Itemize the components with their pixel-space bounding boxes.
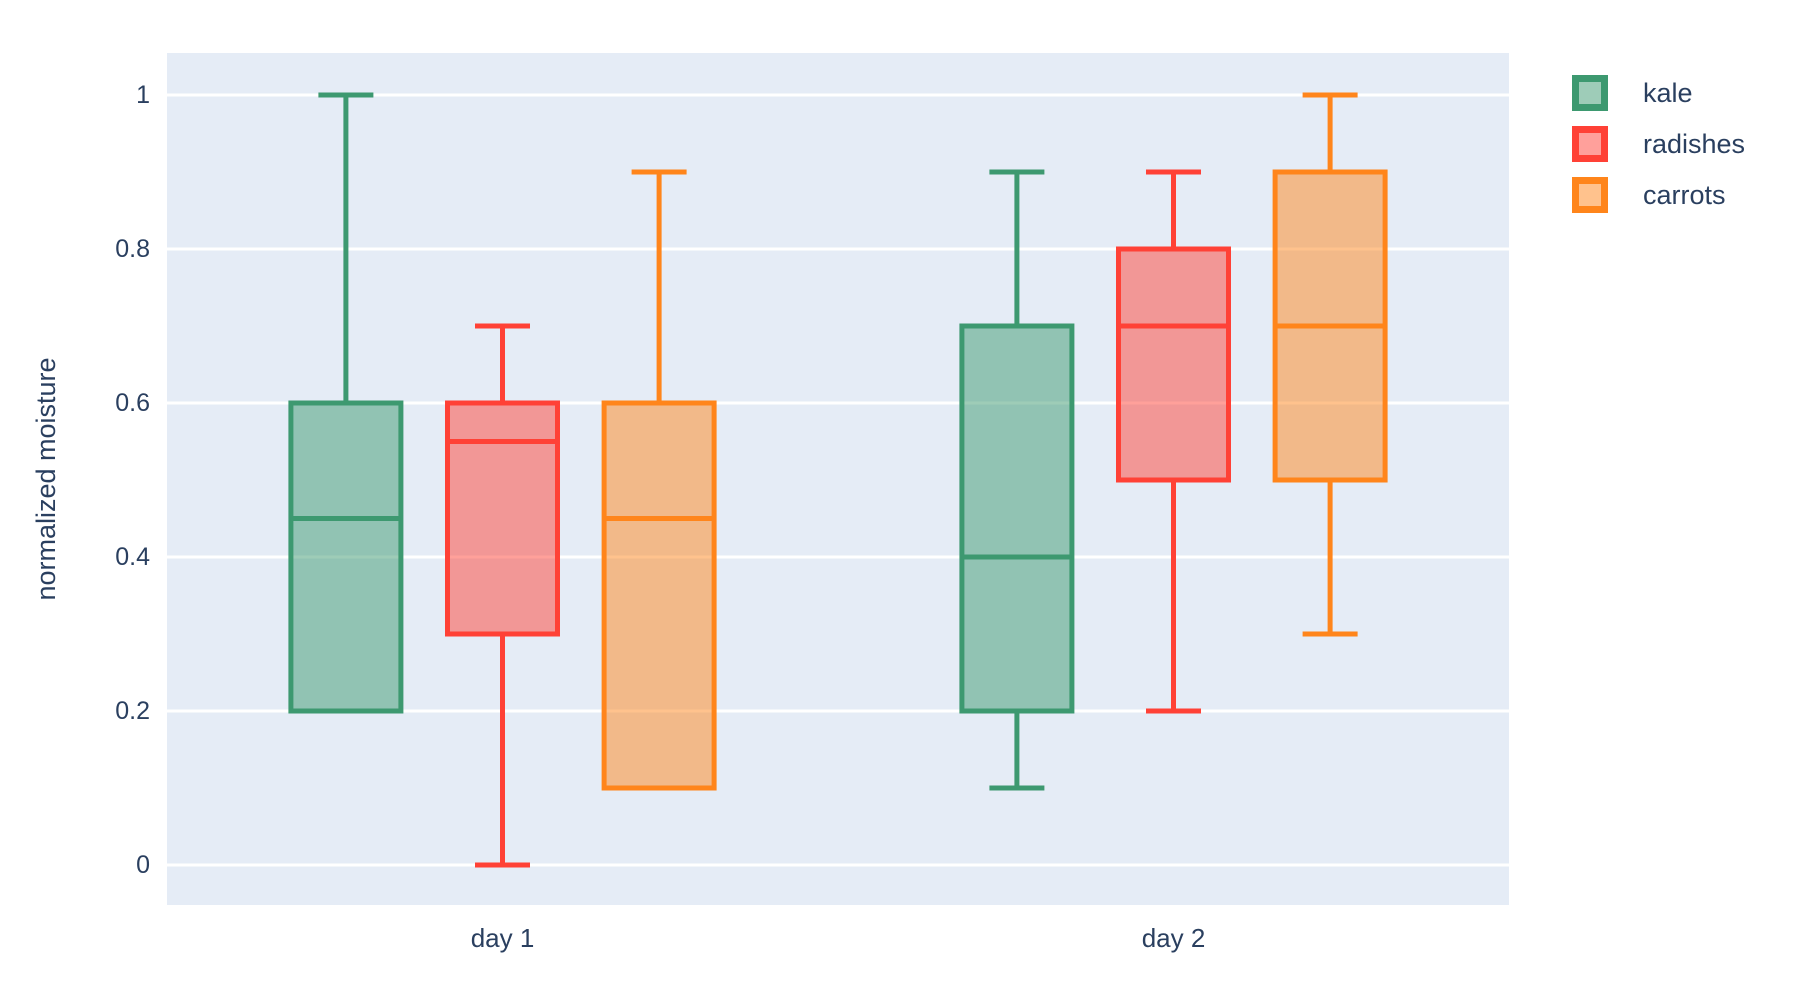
- box-kale-day-2[interactable]: [959, 169, 1075, 791]
- legend-swatch-fill: [1579, 133, 1601, 155]
- legend-item-carrots[interactable]: carrots: [1572, 177, 1726, 213]
- y-tick-label-0.4: 0.4: [115, 543, 150, 571]
- x-tick-label-day-1: day 1: [471, 923, 535, 953]
- legend-swatch-fill: [1579, 82, 1601, 104]
- legend: kale radishes carrots: [1572, 75, 1745, 213]
- x-tick-label-day-2: day 2: [1142, 923, 1206, 953]
- y-tick-label-0.2: 0.2: [115, 697, 150, 725]
- iqr-box: [1116, 246, 1231, 483]
- box-kale-day-1[interactable]: [288, 92, 404, 714]
- legend-label-carrots: carrots: [1643, 180, 1726, 210]
- legend-swatch-fill: [1579, 184, 1601, 206]
- box-carrots-day-1[interactable]: [601, 169, 717, 791]
- y-tick-label-0.8: 0.8: [115, 235, 150, 263]
- iqr-box: [445, 400, 560, 637]
- y-tick-label-0.6: 0.6: [115, 389, 150, 417]
- box-radishes-day-1[interactable]: [445, 323, 560, 868]
- y-axis-title: normalized moisture: [31, 357, 61, 600]
- iqr-box: [601, 400, 717, 791]
- y-tick-label-1: 1: [136, 81, 150, 109]
- iqr-box: [959, 323, 1075, 714]
- legend-item-kale[interactable]: kale: [1572, 75, 1693, 111]
- legend-label-kale: kale: [1643, 78, 1693, 108]
- y-tick-label-0: 0: [136, 851, 150, 879]
- legend-item-radishes[interactable]: radishes: [1572, 126, 1745, 162]
- legend-label-radishes: radishes: [1643, 129, 1745, 159]
- iqr-box: [288, 400, 404, 714]
- box-carrots-day-2[interactable]: [1272, 92, 1388, 637]
- box-radishes-day-2[interactable]: [1116, 169, 1231, 714]
